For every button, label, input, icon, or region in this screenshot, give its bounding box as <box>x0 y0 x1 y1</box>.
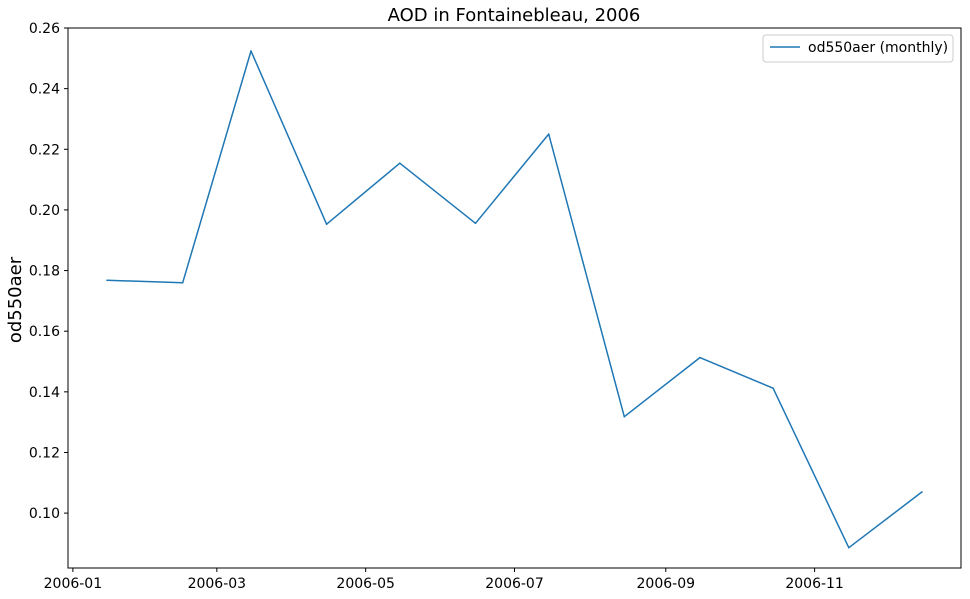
data-point <box>106 279 108 282</box>
x-tick-label: 2006-03 <box>188 576 247 592</box>
x-tick-label: 2006-01 <box>44 576 103 592</box>
data-point <box>699 356 701 359</box>
plot-area <box>106 50 923 549</box>
data-point <box>325 223 328 225</box>
data-point <box>399 162 401 164</box>
x-axis: 2006-01 2006-03 2006-05 2006-07 2006-09 2006-… <box>44 568 844 592</box>
data-point <box>250 50 252 52</box>
legend-entry-label: od550aer (monthly) <box>808 40 948 56</box>
y-tick-label: 0.24 <box>29 82 60 98</box>
x-tick-label: 2006-09 <box>637 576 696 592</box>
data-point <box>921 491 923 493</box>
y-tick-label: 0.12 <box>29 445 60 461</box>
data-point <box>181 281 184 284</box>
data-point <box>848 546 850 549</box>
data-point <box>772 387 774 390</box>
y-tick-label: 0.10 <box>29 506 60 522</box>
data-point <box>547 133 550 135</box>
y-tick-label: 0.20 <box>29 203 60 219</box>
legend-box <box>762 34 954 63</box>
legend: od550aer (monthly) <box>762 34 954 63</box>
y-tick-label: 0.14 <box>29 385 60 401</box>
chart-title: AOD in Fontainebleau, 2006 <box>388 5 641 26</box>
data-point <box>623 415 626 418</box>
data-point <box>474 222 477 225</box>
x-tick-label: 2006-11 <box>785 576 844 592</box>
x-tick-label: 2006-05 <box>336 576 395 592</box>
series-line-0 <box>106 50 923 549</box>
plot-frame <box>67 27 962 569</box>
y-tick-label: 0.26 <box>29 21 60 37</box>
y-tick-label: 0.22 <box>29 142 60 158</box>
y-tick-label: 0.18 <box>29 264 60 280</box>
x-tick-label: 2006-07 <box>485 576 544 592</box>
y-tick-label: 0.16 <box>29 324 60 340</box>
y-axis: 0.10 0.12 0.14 0.16 0.18 0.20 0.22 0.24 0.26 <box>29 21 68 522</box>
y-axis-label: od550aer <box>5 256 26 343</box>
